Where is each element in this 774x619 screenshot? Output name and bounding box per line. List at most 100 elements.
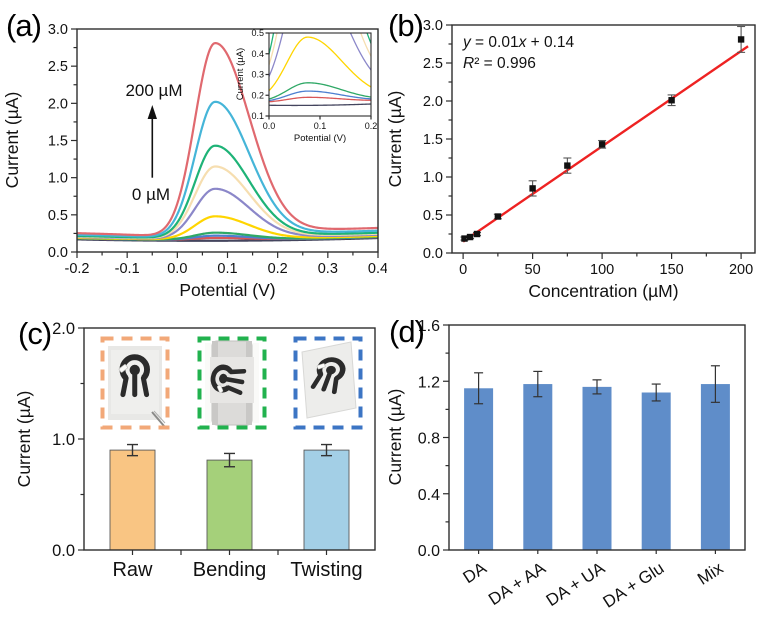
panel-c-label: (c) <box>18 316 52 351</box>
y-tick-label: 0.0 <box>48 245 68 261</box>
data-point <box>494 213 502 220</box>
arrow-head <box>147 105 157 119</box>
x-tick-label: 150 <box>660 262 684 278</box>
category-label: DA <box>460 558 491 587</box>
y-tick-label: 1.0 <box>48 171 68 187</box>
inset-x-tick-label: 0.2 <box>365 121 378 131</box>
y-tick-label: 1.0 <box>52 431 75 449</box>
arrow-top-label: 200 µM <box>125 81 182 100</box>
inset-y-tick-label: 0.3 <box>251 70 264 80</box>
twisting-electrode-photo <box>293 336 363 430</box>
data-point <box>466 233 474 241</box>
x-tick-label: 0.1 <box>217 261 237 277</box>
y-tick-label: 0.0 <box>423 246 443 262</box>
y-axis-title: Current (µA) <box>14 391 34 488</box>
data-point <box>564 162 571 169</box>
dpv-curve-200uM <box>76 41 379 237</box>
dpv-curve-10uM <box>269 82 371 100</box>
y-tick-label: 0.5 <box>48 208 68 224</box>
calibration-chart: 0 50 100 150 200 0.0 0.5 1.0 1.5 2.0 2.5 3.0 Concent… <box>387 18 756 301</box>
connector-clip <box>118 364 128 373</box>
inset-y-axis-title: Current (µA) <box>235 48 246 100</box>
panel-d: 0.0 0.4 0.8 1.2 1.6 Current (µA) DA DA + AA DA +… <box>387 310 774 619</box>
data-point <box>737 36 745 43</box>
y-tick-label: 2.5 <box>423 56 443 72</box>
dpv-curve-5uM <box>269 90 371 102</box>
axis-frame <box>83 327 376 551</box>
x-tick-label: 200 <box>729 262 753 278</box>
x-tick-label: 0.3 <box>318 261 338 277</box>
inset-y-tick-label: 0.5 <box>251 28 264 38</box>
electrode-pattern <box>310 357 346 395</box>
probe-wire <box>153 410 166 424</box>
y-tick-label: 3.0 <box>423 18 443 34</box>
axis-frame <box>451 24 756 254</box>
dpv-curve-50uM <box>269 33 371 78</box>
panel-a: -0.2 -0.1 0.0 0.1 0.2 0.3 0.4 0.0 0.5 1.0 1.5 2.0 2.… <box>0 0 387 310</box>
y-tick-label: 0.0 <box>418 543 440 560</box>
dpv-curve-1uM <box>269 96 371 103</box>
x-axis-title: Concentration (µM) <box>528 281 678 301</box>
y-tick-label: 0.4 <box>418 487 440 504</box>
axis-frame <box>448 324 746 551</box>
category-label: Raw <box>112 559 153 581</box>
y-axis-title: Current (µA) <box>387 91 405 188</box>
data-point <box>598 141 606 148</box>
y-tick-label: 2.0 <box>48 96 68 112</box>
bar-da-ua <box>582 386 612 550</box>
panel-a-label: (a) <box>6 8 42 43</box>
y-tick-label: 3.0 <box>48 22 68 38</box>
y-axis-title: Current (µA) <box>2 92 22 189</box>
inset-x-tick-label: 0.1 <box>314 121 327 131</box>
x-tick-label: 0 <box>459 262 467 278</box>
y-tick-label: 0.8 <box>418 431 440 448</box>
y-tick-label: 2.5 <box>48 59 68 75</box>
connector-clip <box>217 384 224 394</box>
category-label: DA + AA <box>485 558 549 609</box>
connector-clip <box>316 363 326 370</box>
bar-da-aa <box>523 384 553 550</box>
data-point <box>461 235 468 242</box>
category-label: Bending <box>193 559 266 581</box>
data-point <box>529 185 536 192</box>
y-axis-title: Current (µA) <box>387 389 405 486</box>
y-tick-label: 0.0 <box>52 542 75 560</box>
y-tick-label: 0.5 <box>423 208 443 224</box>
probe-wire <box>151 411 165 427</box>
bar-bending <box>206 459 253 551</box>
dpv-curve-150uM <box>76 100 379 238</box>
inset-y-tick-label: 0.4 <box>251 49 264 59</box>
panel-c: 0.0 1.0 2.0 Current (µA) Raw Bending Twisting … <box>0 310 387 619</box>
y-tick-label: 1.0 <box>423 170 443 186</box>
bar-raw <box>109 449 156 551</box>
inset-y-tick-label: 0.1 <box>251 111 264 121</box>
bending-electrode-photo <box>197 336 267 430</box>
x-tick-label: -0.1 <box>115 261 140 277</box>
panel-d-label: (d) <box>389 314 425 349</box>
r-squared: R² = 0.996 <box>463 55 536 72</box>
arrow-bottom-label: 0 µM <box>132 185 170 204</box>
bar-mix <box>700 384 730 550</box>
y-tick-label: 1.2 <box>418 374 440 391</box>
y-tick-label: 1.5 <box>48 134 68 150</box>
panel-b-label: (b) <box>388 8 424 43</box>
dpv-curve-0uM <box>269 103 371 107</box>
category-label: DA + Glu <box>600 558 668 611</box>
dpv-chart: -0.2 -0.1 0.0 0.1 0.2 0.3 0.40.00.51.01.52.02.… <box>2 22 387 300</box>
bar-da <box>464 388 494 550</box>
x-tick-label: 0.4 <box>368 261 387 277</box>
x-tick-label: 100 <box>590 262 614 278</box>
electrode-pattern <box>210 364 247 396</box>
x-axis-title: Potential (V) <box>179 280 275 300</box>
bar-da-glu <box>641 392 671 550</box>
dpv-curve-75uM <box>76 165 379 239</box>
x-tick-label: 0.0 <box>167 261 187 277</box>
category-label: Twisting <box>290 559 362 581</box>
axis-frame <box>76 28 379 253</box>
inset-x-axis-title: Potential (V) <box>294 133 346 144</box>
flexibility-bar-chart: 0.0 1.0 2.0 Current (µA) Raw Bending Twisting <box>14 320 376 581</box>
fit-equation: y = 0.01x + 0.14 <box>462 34 575 51</box>
y-tick-label: 1.5 <box>423 132 443 148</box>
